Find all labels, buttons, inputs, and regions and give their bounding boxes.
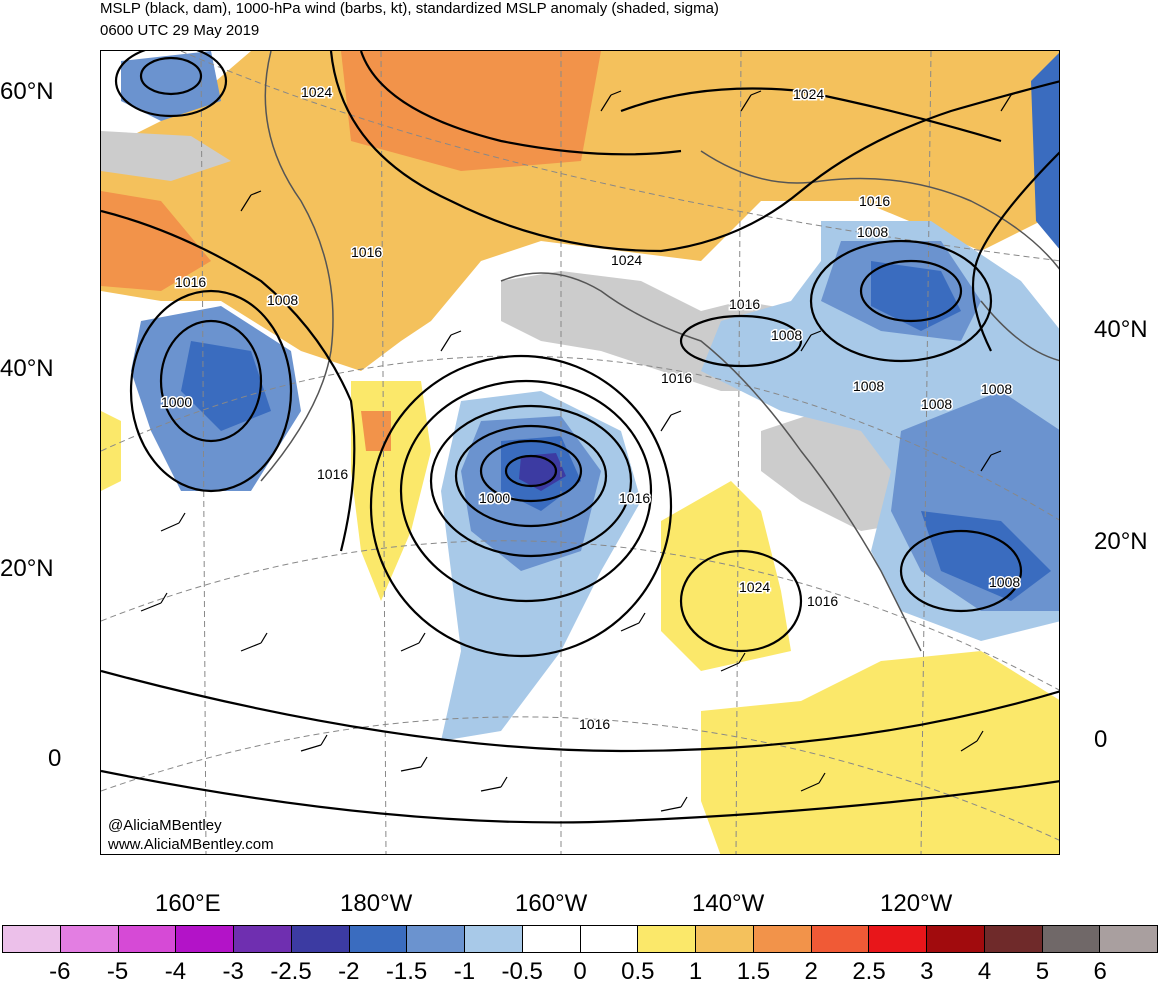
lat-label-left: 20°N <box>0 555 54 582</box>
colorbar-cell <box>580 926 639 952</box>
isobar-label: 1016 <box>859 193 890 209</box>
colorbar-cell <box>638 926 696 952</box>
colorbar-cell <box>1042 926 1101 952</box>
colorbar-tick-label: -2.5 <box>270 958 312 985</box>
credit-website: www.AliciaMBentley.com <box>108 836 274 853</box>
isobar-label: 1024 <box>301 84 332 100</box>
lat-label-right: 40°N <box>1094 316 1148 343</box>
colorbar-tick-label: -1 <box>453 958 476 985</box>
map-title: MSLP (black, dam), 1000-hPa wind (barbs,… <box>100 0 719 17</box>
colorbar-cell <box>811 926 870 952</box>
blue-anomaly-northwest <box>121 51 221 121</box>
isobar-label: 1008 <box>771 327 802 343</box>
gray-anomaly-west <box>101 131 231 181</box>
colorbar-cell <box>234 926 292 952</box>
lat-label-right: 0 <box>1094 726 1108 753</box>
colorbar-tick-label: 2.5 <box>852 958 886 985</box>
lon-label: 140°W <box>692 890 765 917</box>
colorbar-cell <box>753 926 812 952</box>
colorbar-cell <box>1100 926 1157 952</box>
lat-label-right: 20°N <box>1094 528 1148 555</box>
isobar-label: 1016 <box>317 466 348 482</box>
blue-anomaly-low-eye <box>519 453 566 491</box>
wind-barbs <box>140 90 1022 812</box>
positive-anomaly-mid-tongue-core <box>361 411 391 451</box>
positive-anomaly-far-west <box>101 191 211 291</box>
colorbar-tick-label: 1 <box>688 958 703 985</box>
anomaly-shading <box>101 51 1059 854</box>
isobars <box>101 51 1059 824</box>
colorbar-tick-label: 3 <box>920 958 934 985</box>
isobar-label: 1016 <box>579 716 610 732</box>
isobar-label: 1008 <box>267 292 298 308</box>
colorbar-cell <box>60 926 119 952</box>
isobar-label: 1016 <box>729 296 760 312</box>
colorbar-cell <box>522 926 581 952</box>
map-valid-time: 0600 UTC 29 May 2019 <box>100 22 260 39</box>
colorbar-cell <box>984 926 1043 952</box>
positive-anomaly-south <box>701 651 1059 854</box>
credit-handle: @AliciaMBentley <box>108 817 222 834</box>
isobar-label: 1008 <box>853 378 884 394</box>
map-panel: 1024 1024 1024 1016 1016 1016 1016 1008 … <box>100 50 1060 855</box>
isobar-label: 1000 <box>161 394 192 410</box>
blue-anomaly-right-edge <box>1031 53 1059 249</box>
map-canvas: 1024 1024 1024 1016 1016 1016 1016 1008 … <box>101 51 1059 854</box>
isobar-labels: 1024 1024 1024 1016 1016 1016 1016 1008 … <box>160 83 1022 734</box>
positive-anomaly-west-edge <box>101 411 121 491</box>
isobar-label: 1016 <box>351 244 382 260</box>
colorbar-cell <box>927 926 985 952</box>
isobar-label: 1008 <box>921 396 952 412</box>
isobar-label: 1016 <box>807 593 838 609</box>
positive-anomaly-north <box>101 51 1059 371</box>
lon-label: 120°W <box>880 890 953 917</box>
colorbar-tick-label: -3 <box>222 958 244 985</box>
positive-anomaly-northwest-high <box>341 51 601 171</box>
isobar-label: 1008 <box>989 574 1020 590</box>
isobar-label: 1000 <box>479 490 510 506</box>
colorbar-cell <box>3 926 61 952</box>
isobar-label: 1008 <box>981 381 1012 397</box>
colorbar-tick-label: -5 <box>106 958 129 985</box>
colorbar-cell <box>291 926 350 952</box>
colorbar-tick-label: 6 <box>1093 958 1107 985</box>
colorbar-cell <box>176 926 234 952</box>
isobar-label: 1016 <box>661 370 692 386</box>
colorbar-tick-label: 5 <box>1035 958 1050 985</box>
blue-anomaly-southeast-core <box>921 511 1051 601</box>
isobar-label: 1024 <box>739 579 770 595</box>
colorbar-tick-label: 2 <box>804 958 818 985</box>
isobar-label: 1024 <box>793 86 824 102</box>
isobar-label: 1008 <box>857 224 888 240</box>
colorbar-cell <box>465 926 523 952</box>
graticule <box>101 51 1059 854</box>
anomaly-colorbar <box>2 925 1158 953</box>
lon-label: 180°W <box>340 890 413 917</box>
colorbar-tick-label: 1.5 <box>736 958 771 985</box>
colorbar-cell <box>869 926 927 952</box>
positive-anomaly-east-tongue <box>661 481 791 671</box>
blue-anomaly-west-core <box>181 341 271 431</box>
isobar-label: 1016 <box>175 274 206 290</box>
lat-label-left: 0 <box>48 745 62 772</box>
lon-label: 160°E <box>155 890 221 917</box>
colorbar-cell <box>118 926 177 952</box>
colorbar-tick-label: -4 <box>164 958 187 985</box>
isobar-label: 1024 <box>611 252 642 268</box>
colorbar-tick-label: 4 <box>977 958 992 985</box>
colorbar-tick-label: 0.5 <box>621 958 655 985</box>
colorbar-tick-label: -1.5 <box>385 958 428 985</box>
isobar-label: 1016 <box>619 490 650 506</box>
lon-label: 160°W <box>515 890 588 917</box>
colorbar-tick-label: -0.5 <box>501 958 543 985</box>
colorbar-tick-label: -6 <box>49 958 71 985</box>
lat-label-left: 40°N <box>0 355 54 382</box>
lat-label-left: 60°N <box>0 78 54 105</box>
colorbar-cell <box>407 926 465 952</box>
colorbar-tick-label: -2 <box>338 958 360 985</box>
colorbar-cell <box>696 926 754 952</box>
colorbar-tick-label: 0 <box>573 958 587 985</box>
blue-anomaly-east-core <box>871 261 961 331</box>
colorbar-cell <box>349 926 408 952</box>
